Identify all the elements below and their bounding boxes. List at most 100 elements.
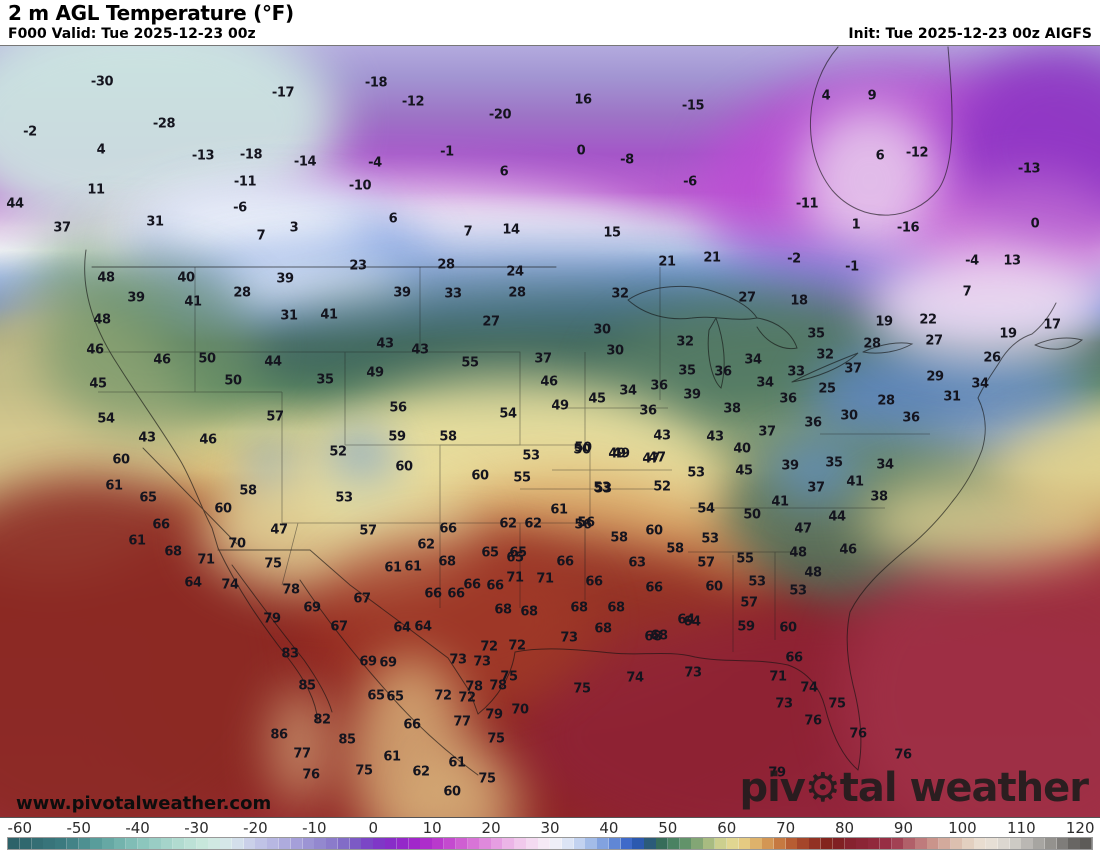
colorbar-legend: -60 -50 -40 -30 -20 -10 0 10 20 30 40 50 60 70 80 90 100… (0, 818, 1100, 850)
colorbar-segment (938, 838, 952, 849)
temp-label: 82 (313, 712, 331, 728)
temp-label: 57 (266, 409, 284, 425)
colorbar-segment (208, 838, 221, 849)
temp-label: 32 (611, 286, 629, 302)
temp-label: 76 (849, 726, 867, 742)
temp-label: 32 (816, 347, 834, 363)
temp-label: 53 (789, 583, 807, 599)
temp-label: 66 (424, 586, 442, 602)
colorbar-tick-label: 30 (540, 819, 560, 837)
colorbar-segment (597, 838, 610, 849)
colorbar-tick-label: 60 (717, 819, 737, 837)
colorbar-segment (550, 838, 563, 849)
temp-label: -8 (620, 152, 634, 168)
temp-label: 62 (499, 516, 517, 532)
temp-label: 64 (677, 612, 695, 628)
temp-label: 46 (153, 352, 171, 368)
temp-label: 75 (355, 763, 373, 779)
temp-label: -13 (191, 148, 215, 164)
temp-label: 71 (197, 552, 215, 568)
temp-label: 69 (303, 600, 321, 616)
colorbar-segment (785, 838, 798, 849)
temp-label: 37 (534, 351, 552, 367)
temp-label: 78 (489, 678, 507, 694)
temp-label: 83 (281, 646, 299, 662)
temp-label: 24 (506, 264, 524, 280)
temp-label: 33 (787, 364, 805, 380)
colorbar-segment (714, 838, 728, 849)
colorbar-tick-label: 10 (422, 819, 442, 837)
colorbar-tick-label: 110 (1006, 819, 1036, 837)
temp-label: 44 (6, 196, 24, 212)
temp-label: 48 (93, 312, 111, 328)
colorbar-segment (985, 838, 999, 849)
temp-label: 34 (876, 457, 894, 473)
temp-label: 50 (198, 351, 216, 367)
colorbar-segment (773, 838, 787, 849)
temp-label: -2 (787, 251, 801, 267)
temp-label: 66 (439, 521, 457, 537)
temp-label: 37 (807, 480, 825, 496)
temp-label: 34 (971, 376, 989, 392)
temp-label: 70 (228, 536, 246, 552)
colorbar-tick-label: -40 (125, 819, 150, 837)
temp-label: 64 (683, 614, 701, 630)
temp-label: 34 (744, 352, 762, 368)
colorbar-segment (326, 838, 339, 849)
temp-label: 54 (499, 406, 517, 422)
colorbar-segment (585, 838, 598, 849)
temp-label: 41 (320, 307, 338, 323)
colorbar-tick-label: 20 (481, 819, 501, 837)
temp-label: 68 (594, 621, 612, 637)
temp-label: 27 (925, 333, 943, 349)
temp-label: 41 (771, 494, 789, 510)
temp-label: -11 (233, 174, 257, 190)
temp-label: 35 (316, 372, 334, 388)
temp-label: 72 (508, 638, 526, 654)
temp-label: 73 (775, 696, 793, 712)
temp-label: 43 (138, 430, 156, 446)
temp-label: 76 (804, 713, 822, 729)
temp-label: 30 (593, 322, 611, 338)
colorbar-segment (856, 838, 869, 849)
temp-label: 39 (393, 285, 411, 301)
temp-label: 53 (687, 465, 705, 481)
colorbar-segment (408, 838, 421, 849)
colorbar-segment (703, 838, 716, 849)
temp-label: 66 (447, 586, 465, 602)
colorbar-segment (43, 838, 56, 849)
temp-label: 49 (366, 365, 384, 381)
colorbar-segment (78, 838, 91, 849)
temp-label: 25 (818, 381, 836, 397)
temp-label: 40 (177, 270, 195, 286)
temp-label: 39 (276, 271, 294, 287)
temperature-map (0, 45, 1100, 818)
colorbar-tick-label: 40 (599, 819, 619, 837)
colorbar-tick-label: -50 (66, 819, 91, 837)
temp-label: -12 (905, 145, 929, 161)
temp-label: 37 (758, 424, 776, 440)
temp-label: 27 (738, 290, 756, 306)
temp-label: 16 (574, 92, 592, 108)
temp-label: 6 (499, 164, 509, 180)
temp-label: 33 (444, 286, 462, 302)
temp-label: 71 (506, 570, 524, 586)
temp-label: -18 (239, 147, 263, 163)
temp-label: 65 (367, 688, 385, 704)
temp-label: 39 (127, 290, 145, 306)
temp-label: 57 (740, 595, 758, 611)
temp-label: 78 (465, 679, 483, 695)
temp-label: 45 (588, 391, 606, 407)
temp-label: 58 (610, 530, 628, 546)
temp-label: 49 (608, 446, 626, 462)
temp-label: 47 (648, 450, 666, 466)
colorbar-segment (656, 838, 669, 849)
colorbar-segment (290, 838, 304, 849)
colorbar-segment (443, 838, 457, 849)
colorbar-segment (255, 838, 268, 849)
temp-label: 39 (781, 458, 799, 474)
temp-label: 85 (338, 732, 356, 748)
colorbar-tick-label: 50 (658, 819, 678, 837)
temp-label: 59 (737, 619, 755, 635)
colorbar-segment (644, 838, 657, 849)
